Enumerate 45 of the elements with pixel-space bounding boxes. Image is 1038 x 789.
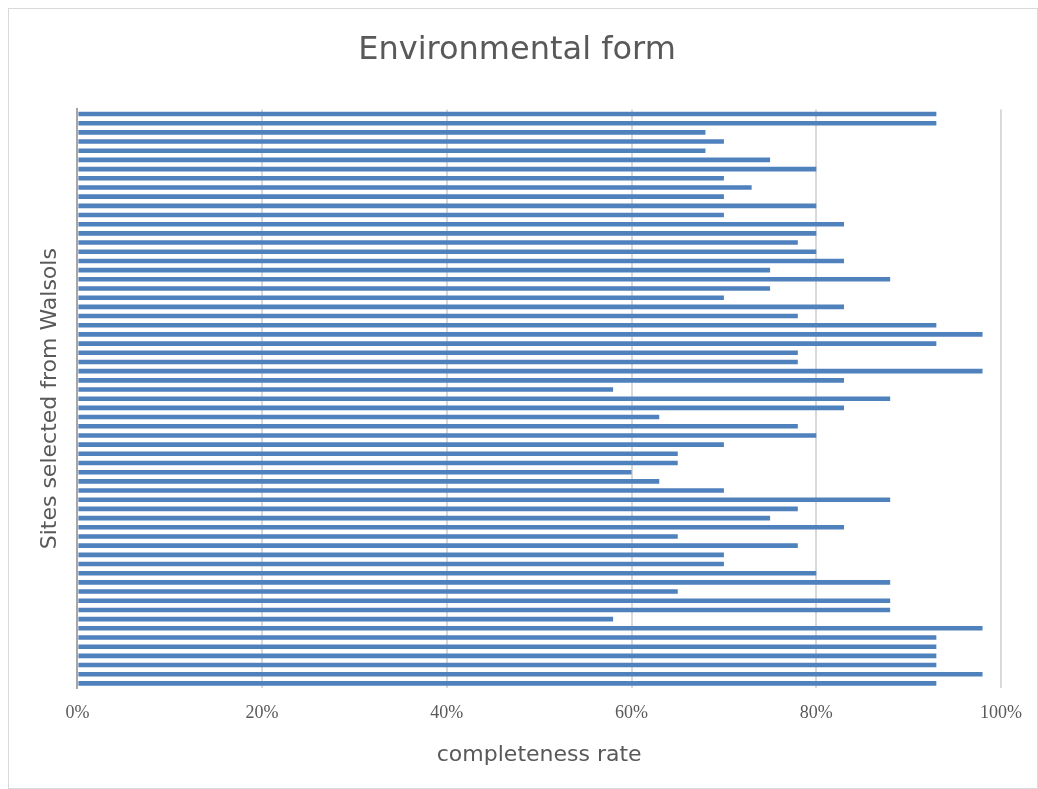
bar	[78, 433, 817, 438]
x-tick-label: 0%	[65, 701, 90, 722]
bar	[78, 194, 724, 199]
x-tick-label: 100%	[980, 701, 1022, 722]
bar	[78, 295, 724, 300]
x-tick-label: 60%	[615, 701, 649, 722]
bar	[78, 249, 817, 255]
bar	[78, 286, 771, 291]
x-tick-label: 80%	[799, 701, 833, 722]
bar	[78, 534, 678, 539]
y-axis-title: Sites selected from Walsols	[35, 248, 61, 550]
bar	[78, 322, 937, 328]
bar	[78, 148, 706, 154]
bar	[78, 644, 937, 649]
bar	[78, 387, 614, 392]
bar	[78, 396, 891, 401]
bar	[78, 442, 724, 447]
bar	[78, 524, 844, 530]
bar	[78, 598, 891, 604]
x-axis-title: completeness rate	[436, 740, 642, 766]
bar	[78, 626, 983, 631]
bar	[78, 185, 752, 190]
bar	[78, 479, 660, 484]
bar	[78, 332, 983, 337]
bar	[78, 635, 937, 640]
bar	[78, 671, 983, 677]
bar	[78, 497, 891, 503]
bar	[78, 580, 891, 585]
chart-title: Environmental form	[358, 28, 676, 67]
bar	[78, 240, 798, 245]
bar	[78, 543, 798, 548]
bar	[78, 350, 798, 356]
bar	[78, 423, 798, 429]
x-tick-label: 20%	[245, 701, 279, 722]
bar	[78, 589, 678, 594]
bar	[78, 341, 937, 346]
bar	[78, 488, 724, 493]
bar	[78, 378, 844, 383]
bar	[78, 231, 817, 236]
bar	[78, 175, 724, 181]
bar	[78, 277, 891, 282]
x-tick-label: 40%	[430, 701, 464, 722]
bar	[78, 681, 937, 686]
bar	[78, 139, 724, 144]
bar	[78, 130, 706, 135]
